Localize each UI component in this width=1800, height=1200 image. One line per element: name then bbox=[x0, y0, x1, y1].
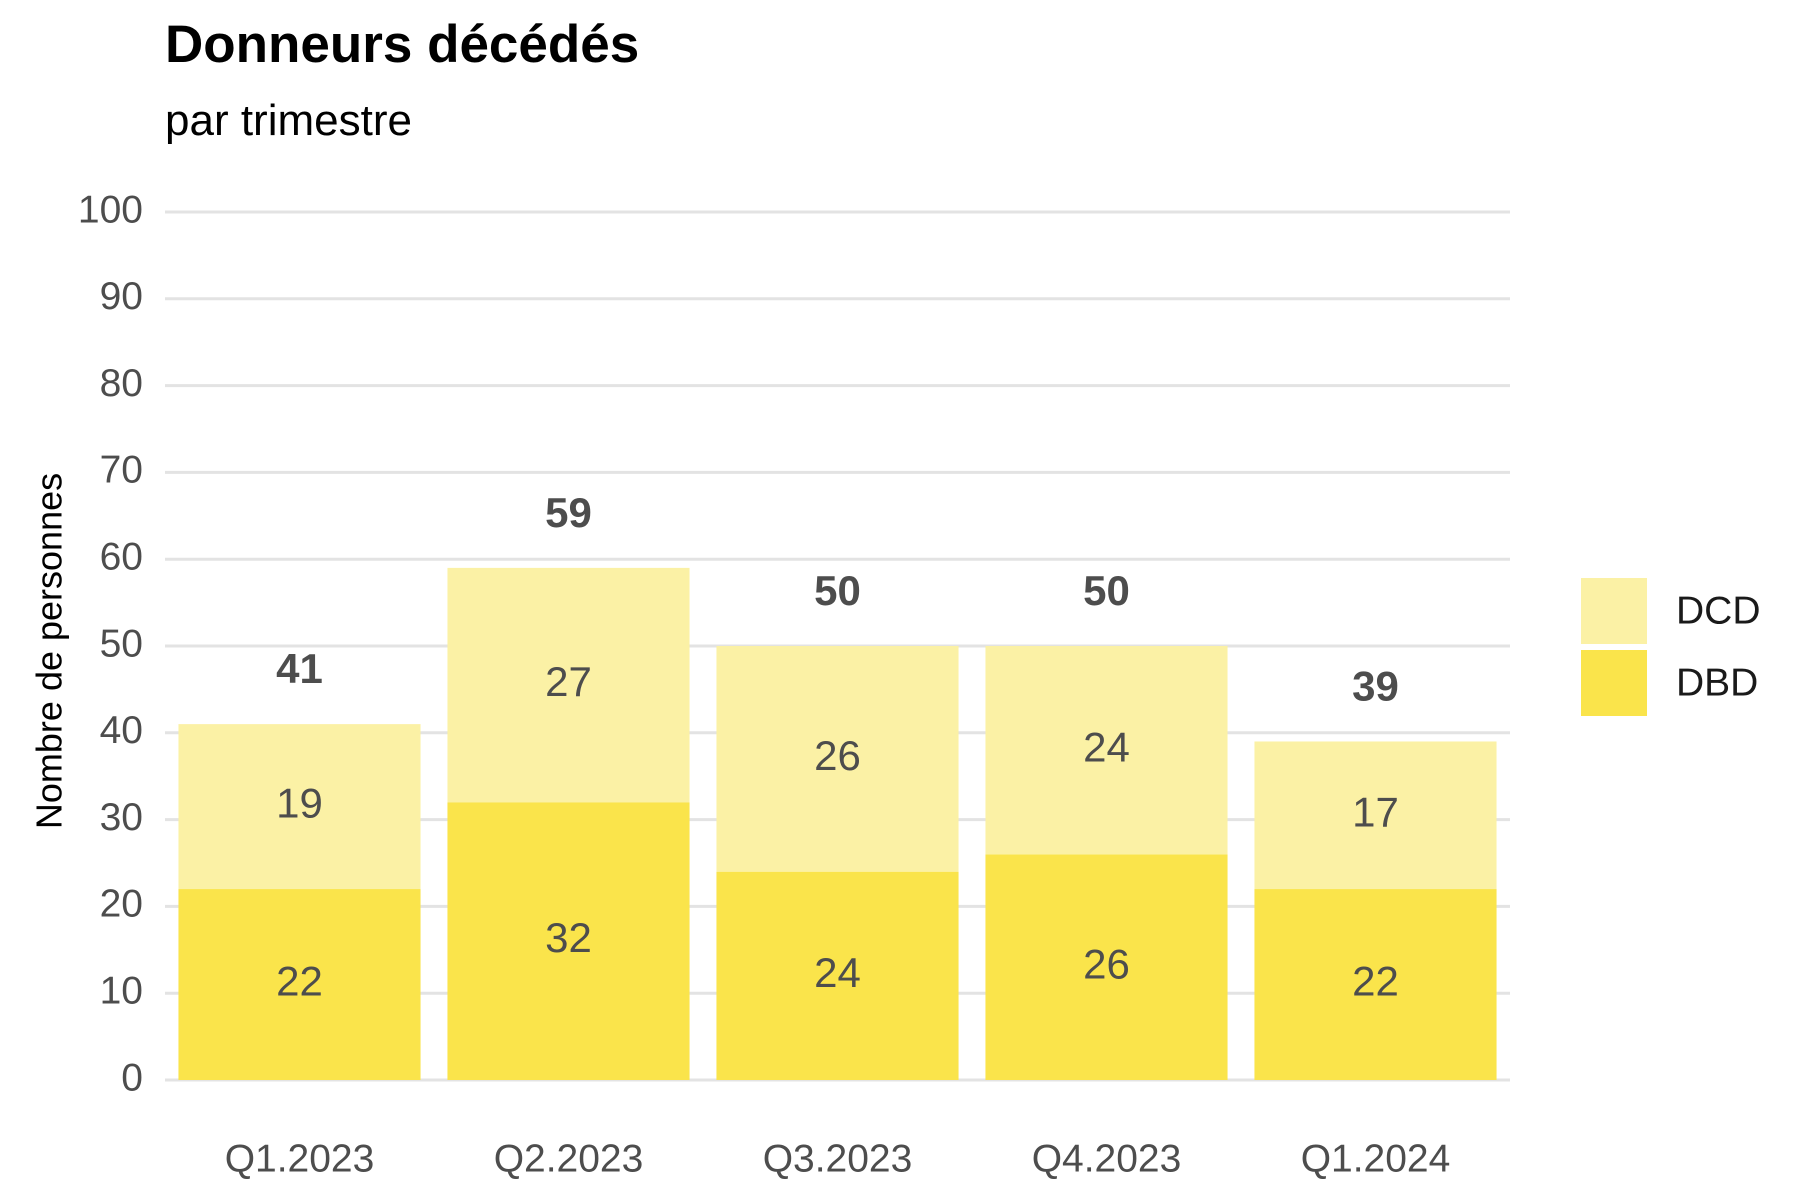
total-value-label: 39 bbox=[1352, 663, 1399, 710]
segment-value-label: 19 bbox=[276, 780, 323, 827]
segment-value-label: 24 bbox=[814, 949, 861, 996]
x-tick-label: Q4.2023 bbox=[1032, 1137, 1182, 1180]
total-value-label: 50 bbox=[1083, 567, 1130, 614]
bar-segment-dbd bbox=[716, 871, 959, 1080]
legend-label: DCD bbox=[1676, 589, 1761, 632]
x-axis-ticks: Q1.2023 Q2.2023 Q3.2023 Q4.2023 Q1.2024 bbox=[225, 1137, 1451, 1180]
bar-segment-dbd bbox=[178, 889, 421, 1080]
y-tick-label: 0 bbox=[121, 1056, 143, 1099]
bar-segment-dcd bbox=[1254, 741, 1497, 890]
segment-value-label: 22 bbox=[1352, 958, 1399, 1005]
y-axis-title: Nombre de personnes bbox=[29, 473, 70, 829]
total-value-label: 41 bbox=[276, 645, 323, 692]
chart-title: Donneurs décédés bbox=[165, 15, 640, 74]
bar-segment-dbd bbox=[985, 854, 1228, 1080]
y-tick-label: 10 bbox=[100, 969, 143, 1012]
bar-segment-dcd bbox=[985, 646, 1228, 855]
y-tick-label: 60 bbox=[100, 535, 143, 578]
legend-label: DBD bbox=[1676, 661, 1758, 704]
segment-value-label: 26 bbox=[1083, 940, 1130, 987]
segment-value-label: 27 bbox=[545, 658, 592, 705]
bar-segment-dcd bbox=[716, 646, 959, 872]
x-tick-label: Q1.2023 bbox=[225, 1137, 375, 1180]
legend-swatch-dcd bbox=[1581, 578, 1647, 644]
y-tick-label: 40 bbox=[100, 709, 143, 752]
y-tick-label: 70 bbox=[100, 449, 143, 492]
segment-value-label: 24 bbox=[1083, 723, 1130, 770]
bars bbox=[178, 567, 1497, 1080]
y-tick-label: 90 bbox=[100, 275, 143, 318]
chart-subtitle: par trimestre bbox=[165, 96, 412, 145]
y-axis-ticks: 0 10 20 30 40 50 60 70 80 90 100 bbox=[78, 188, 143, 1099]
x-tick-label: Q2.2023 bbox=[494, 1137, 644, 1180]
y-tick-label: 100 bbox=[78, 188, 143, 231]
bar-segment-dbd bbox=[447, 802, 690, 1080]
legend: DCD DBD bbox=[1581, 578, 1761, 716]
bar-segment-dbd bbox=[1254, 889, 1497, 1080]
segment-value-label: 26 bbox=[814, 732, 861, 779]
x-tick-label: Q1.2024 bbox=[1301, 1137, 1451, 1180]
bar-segment-dcd bbox=[178, 724, 421, 890]
x-tick-label: Q3.2023 bbox=[763, 1137, 913, 1180]
y-tick-label: 30 bbox=[100, 796, 143, 839]
segment-value-label: 22 bbox=[276, 958, 323, 1005]
bar-segment-dcd bbox=[447, 567, 690, 803]
total-value-label: 50 bbox=[814, 567, 861, 614]
y-tick-label: 80 bbox=[100, 362, 143, 405]
legend-swatch-dbd bbox=[1581, 650, 1647, 716]
data-labels: 22 19 41 32 27 59 24 26 50 26 24 50 22 17 39 bbox=[276, 489, 1399, 1005]
segment-value-label: 32 bbox=[545, 914, 592, 961]
y-tick-label: 20 bbox=[100, 883, 143, 926]
total-value-label: 59 bbox=[545, 489, 592, 536]
segment-value-label: 17 bbox=[1352, 788, 1399, 835]
y-tick-label: 50 bbox=[100, 622, 143, 665]
